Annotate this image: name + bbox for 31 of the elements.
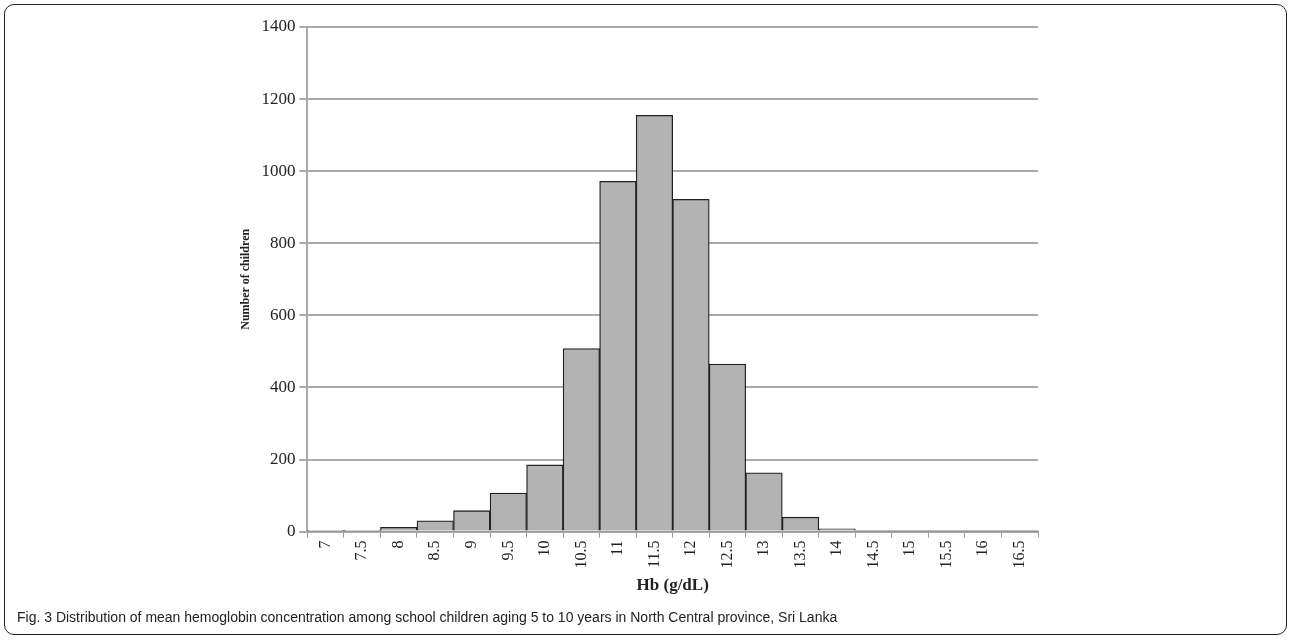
caption: Fig. 3 Distribution of mean hemoglobin concentration among school children aging 5 to 10 years in North Central province, Sri Lanka xyxy=(17,609,839,625)
x-tick-label: 11 xyxy=(608,540,626,557)
x-tick-label: 8.5 xyxy=(425,540,443,561)
y-tick-label: 200 xyxy=(269,448,296,468)
x-tick-label: 10.5 xyxy=(571,540,589,569)
x-tick-label: 16 xyxy=(973,540,991,557)
x-tick-label: 9.5 xyxy=(498,540,516,561)
x-tick-label: 8 xyxy=(388,540,406,549)
x-axis-title: Hb (g/dL) xyxy=(636,575,709,595)
x-tick-label: 15 xyxy=(900,540,918,557)
y-tick-label: 0 xyxy=(286,521,296,541)
x-tick-label: 12 xyxy=(681,540,699,557)
y-tick-label: 1400 xyxy=(261,16,296,36)
x-tick-label: 13.5 xyxy=(790,540,808,569)
y-tick-label: 400 xyxy=(269,376,296,396)
y-axis-title: Number of children xyxy=(238,228,253,330)
x-tick-label: 11.5 xyxy=(644,540,662,569)
y-tick-label: 600 xyxy=(269,304,296,324)
x-tick-label: 16.5 xyxy=(1009,540,1027,569)
y-tick-label: 800 xyxy=(269,232,296,252)
y-tick-label: 1000 xyxy=(261,160,296,180)
x-tick-label: 7.5 xyxy=(352,540,370,561)
x-tick-label: 9 xyxy=(461,540,479,549)
x-tick-label: 7 xyxy=(315,540,333,549)
x-tick-label: 12.5 xyxy=(717,540,735,569)
x-tick-label: 13 xyxy=(754,540,772,557)
x-tick-label: 10 xyxy=(535,540,553,557)
x-tick-label: 14 xyxy=(827,540,845,557)
x-tick-label: 15.5 xyxy=(936,540,954,569)
x-tick-label: 14.5 xyxy=(863,540,881,569)
y-tick-label: 1200 xyxy=(261,88,296,108)
